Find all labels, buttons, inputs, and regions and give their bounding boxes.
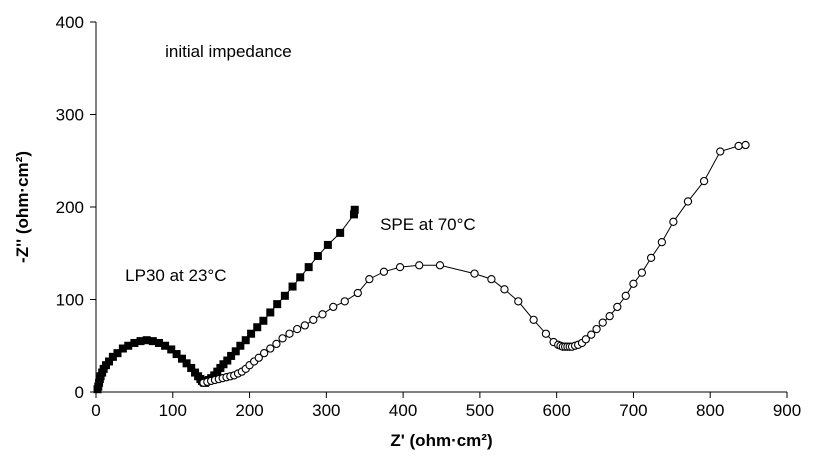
y-tick-label: 100 [56, 291, 84, 310]
series-2-point [716, 147, 725, 156]
series-1-point [231, 347, 240, 356]
series-2-point [629, 279, 638, 288]
series-2-point [637, 268, 647, 277]
series-2-point [254, 353, 263, 362]
series-1-point [304, 263, 313, 272]
x-tick-label: 600 [542, 401, 570, 420]
series-2-point [293, 324, 302, 334]
x-tick-label: 500 [466, 401, 494, 420]
series-2-point [529, 315, 538, 324]
series-2-point [278, 334, 287, 343]
series-2-point [598, 318, 607, 327]
x-tick-label: 400 [389, 401, 417, 420]
series-2-point [309, 315, 318, 324]
series-1-point [288, 282, 297, 291]
annotation-1: initial impedance [165, 42, 292, 61]
x-tick-label: 900 [773, 401, 801, 420]
series-1-point [313, 252, 322, 261]
series-2-point [266, 344, 275, 353]
series-layer [93, 140, 750, 394]
series-2-point [646, 253, 656, 263]
series-1-point [167, 345, 176, 354]
series-1-point [113, 349, 122, 358]
series-2-point [592, 324, 601, 334]
x-axis-title: Z' (ohm·cm²) [390, 431, 492, 450]
y-tick-label: 300 [56, 106, 84, 125]
series-1-point [227, 351, 236, 360]
series-2-point [259, 348, 269, 358]
y-tick-label: 0 [75, 383, 84, 402]
series-2-point [514, 297, 523, 306]
series-2-point [395, 262, 405, 272]
series-2-point [657, 237, 667, 247]
series-1-point [177, 354, 186, 363]
series-1-point [350, 205, 359, 214]
series-1-point [182, 359, 191, 368]
x-tick-label: 800 [696, 401, 724, 420]
y-tick-label: 200 [56, 198, 84, 217]
series-1-point [323, 240, 332, 249]
series-2-line [203, 144, 746, 384]
series-1-point [241, 336, 250, 345]
series-1-point [296, 273, 305, 282]
series-2-point [613, 302, 622, 312]
series-1-point [336, 228, 345, 237]
series-1-point [273, 300, 282, 309]
series-2-point [435, 261, 445, 270]
series-2-point [318, 310, 327, 319]
series-2-point [353, 288, 362, 298]
x-tick-label: 0 [91, 401, 100, 420]
series-2-point [340, 297, 349, 306]
series-1-point [259, 316, 268, 325]
x-tick-label: 100 [159, 401, 187, 420]
series-2-point [487, 274, 496, 284]
series-1-point [266, 308, 275, 317]
series-2-point [587, 330, 596, 339]
series-2-point [683, 197, 693, 206]
series-2-point [500, 285, 509, 294]
series-2-point [699, 176, 709, 186]
series-1-point [247, 329, 256, 338]
annotation-3: LP30 at 23°C [125, 266, 226, 285]
series-2-point [300, 321, 309, 330]
series-2-point [734, 141, 743, 151]
series-2-point [741, 140, 750, 150]
x-tick-label: 300 [312, 401, 340, 420]
series-2-point [415, 261, 424, 270]
x-tick-label: 200 [235, 401, 263, 420]
y-tick-label: 400 [56, 13, 84, 32]
series-1-point [236, 341, 245, 350]
series-2-point [621, 291, 630, 300]
series-2-point [581, 335, 590, 344]
series-1-point [172, 350, 181, 359]
series-2-point [285, 329, 294, 338]
series-1-point [280, 291, 289, 300]
series-1-point [253, 323, 262, 332]
x-tick-label: 700 [619, 401, 647, 420]
series-2-point [365, 274, 374, 284]
annotation-2: SPE at 70°C [380, 215, 476, 234]
series-2-point [541, 329, 551, 338]
series-2-point [329, 302, 338, 312]
series-2-point [272, 339, 281, 349]
series-2-point [470, 269, 479, 278]
y-axis-title: -Z'' (ohm·cm²) [13, 151, 32, 263]
labels-layer: initial impedance SPE at 70°C LP30 at 23°C [125, 42, 476, 285]
series-2-point [669, 217, 678, 226]
series-2-point [605, 311, 614, 321]
axes: 0 100 200 300 400 500 600 700 800 900 0 100 200 300 40… [56, 13, 802, 420]
series-2-point [379, 267, 389, 276]
